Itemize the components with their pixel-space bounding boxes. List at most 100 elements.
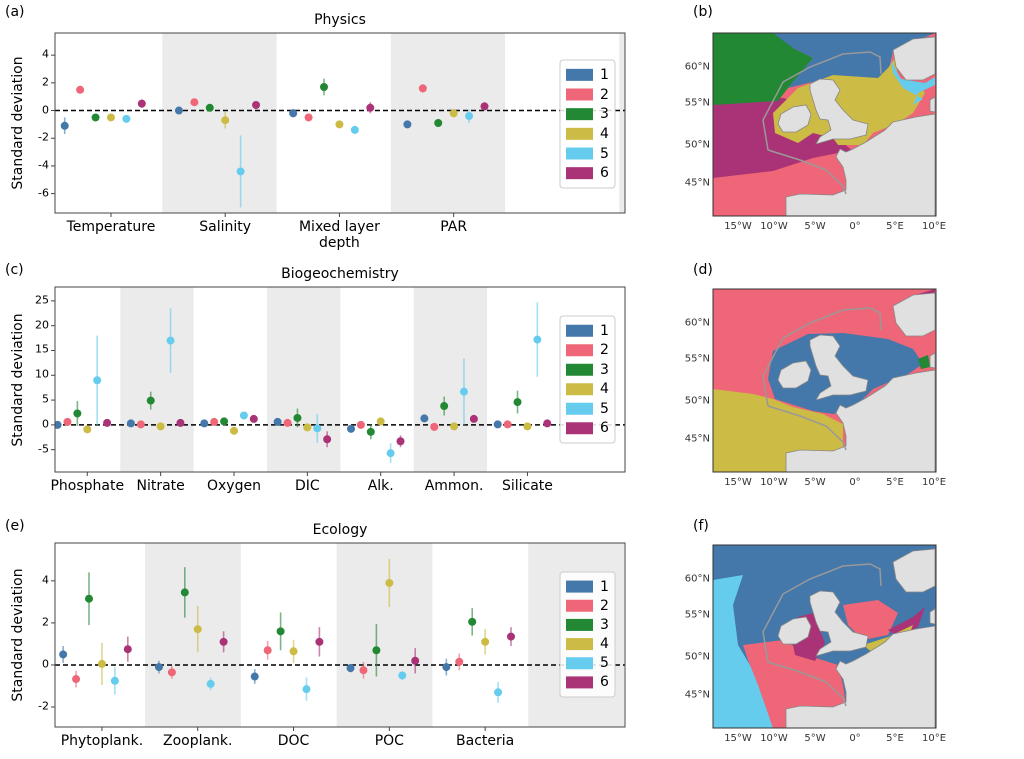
panel-label: (c)	[5, 262, 24, 278]
latitude-label: 50°N	[684, 651, 710, 663]
data-point-series-5	[398, 671, 407, 680]
chart-title: Ecology	[312, 522, 368, 538]
data-point-series-6	[252, 101, 261, 109]
data-point-series-4	[97, 659, 106, 668]
data-point-series-6	[123, 645, 132, 654]
land-denmark	[929, 608, 936, 625]
legend-swatch-1	[566, 324, 593, 337]
latitude-label: 45°N	[684, 177, 710, 189]
data-point-series-4	[385, 578, 394, 587]
longitude-label: 15°W	[724, 221, 752, 232]
panel-label: (f)	[693, 518, 709, 534]
data-point-series-2	[263, 646, 272, 655]
data-point-series-3	[468, 617, 477, 626]
y-tick-label: -5	[38, 442, 49, 456]
legend-entry-label: 4	[600, 125, 609, 142]
longitude-label: 5°E	[886, 221, 904, 232]
data-point-series-4	[376, 417, 385, 426]
cluster-map-b	[712, 32, 937, 217]
chart-title: Physics	[314, 12, 366, 28]
data-point-series-3	[440, 402, 449, 411]
data-point-series-1	[403, 120, 412, 129]
data-point-series-6	[366, 103, 375, 112]
latitude-label: 60°N	[684, 317, 710, 329]
data-point-series-2	[356, 420, 365, 429]
longitude-label: 0°	[849, 733, 861, 744]
y-tick-label: -2	[38, 699, 49, 713]
axes-frame	[54, 286, 626, 473]
data-point-series-2	[455, 657, 464, 666]
legend-entry-label: 6	[600, 420, 609, 437]
data-point-series-2	[503, 420, 512, 429]
data-point-series-4	[450, 422, 459, 431]
land-continent	[785, 625, 936, 729]
map-region-cluster-4	[773, 58, 925, 145]
category-label: Silicate	[501, 478, 553, 494]
map-region-cluster-6	[888, 607, 925, 637]
data-point-series-5	[302, 685, 311, 694]
data-point-series-1	[55, 420, 62, 429]
land-norway	[892, 36, 936, 81]
data-point-series-5	[166, 336, 175, 345]
longitude-label: 10°E	[921, 733, 947, 744]
data-point-series-5	[122, 114, 131, 123]
land-ireland	[777, 616, 812, 645]
data-point-series-1	[346, 664, 355, 673]
y-tick-label: 2	[42, 615, 49, 629]
category-label: PAR	[440, 219, 468, 235]
data-point-series-3	[73, 409, 82, 418]
legend-swatch-1	[566, 68, 593, 81]
legend-swatch-2	[566, 599, 593, 612]
longitude-label: 5°W	[804, 221, 826, 232]
legend-entry-label: 5	[600, 655, 609, 672]
data-point-series-1	[289, 109, 298, 118]
category-label: Phosphate	[50, 478, 125, 494]
data-point-series-4	[289, 647, 298, 656]
legend-swatch-1	[566, 580, 593, 593]
latitude-label: 60°N	[684, 61, 710, 73]
data-point-series-6	[507, 632, 515, 641]
data-point-series-6	[249, 414, 258, 423]
panel-label: (d)	[693, 262, 713, 278]
y-tick-label: -2	[38, 130, 49, 144]
category-label: POC	[374, 733, 404, 749]
latitude-label: 60°N	[684, 573, 710, 585]
y-tick-label: 5	[42, 392, 49, 406]
category-label: Ammon.	[424, 478, 484, 494]
legend-entry-label: 4	[600, 381, 609, 398]
y-axis-label: Standard deviation	[9, 56, 26, 190]
longitude-label: 5°E	[886, 477, 904, 488]
data-point-series-2	[359, 666, 368, 675]
shaded-band	[413, 287, 488, 472]
longitude-label: 10°E	[921, 221, 947, 232]
legend-swatch-5	[566, 657, 593, 670]
shelf-contour-200m	[762, 307, 882, 451]
data-point-series-3	[513, 398, 522, 407]
panel-label: (b)	[693, 4, 713, 20]
map-region-cluster-3	[713, 33, 813, 105]
data-point-series-3	[85, 594, 94, 603]
data-point-series-2	[72, 675, 81, 684]
legend-entry-label: 5	[600, 400, 609, 417]
longitude-label: 5°W	[804, 477, 826, 488]
map-frame	[712, 32, 937, 217]
plot-area	[55, 543, 625, 727]
y-tick-label: 2	[42, 75, 49, 89]
data-point-series-4	[156, 422, 165, 431]
data-point-series-4	[481, 637, 490, 646]
land-britain	[809, 590, 869, 657]
data-point-series-2	[63, 417, 72, 426]
legend-entry-label: 5	[600, 145, 609, 162]
legend-entry-label: 1	[600, 578, 609, 595]
y-tick-label: 25	[35, 293, 49, 307]
legend-entry-label: 2	[600, 86, 609, 103]
longitude-label: 10°W	[760, 221, 788, 232]
data-point-series-6	[469, 414, 478, 423]
category-label: Mixed layer depth	[298, 219, 380, 252]
category-label: Alk.	[367, 478, 394, 494]
latitude-label: 50°N	[684, 395, 710, 407]
data-point-series-4	[83, 425, 92, 434]
longitude-label: 0°	[849, 477, 861, 488]
shelf-contour-200m	[762, 563, 882, 707]
